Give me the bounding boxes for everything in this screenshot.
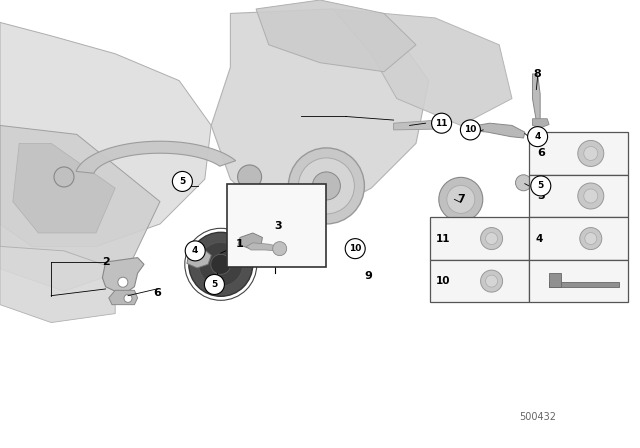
Text: 4: 4 — [534, 132, 541, 141]
Circle shape — [124, 294, 132, 302]
Circle shape — [312, 172, 340, 200]
Text: 10: 10 — [464, 125, 477, 134]
Circle shape — [298, 158, 355, 214]
Circle shape — [289, 229, 310, 249]
Polygon shape — [238, 233, 262, 249]
Text: 11: 11 — [436, 233, 451, 244]
Text: 5: 5 — [179, 177, 186, 186]
Circle shape — [345, 239, 365, 258]
Circle shape — [531, 176, 551, 196]
Text: 5: 5 — [538, 181, 544, 190]
Polygon shape — [187, 250, 211, 268]
Circle shape — [585, 233, 596, 245]
Circle shape — [527, 127, 548, 146]
Circle shape — [578, 140, 604, 167]
Circle shape — [241, 247, 256, 263]
Circle shape — [486, 275, 497, 287]
Polygon shape — [0, 22, 211, 246]
Circle shape — [584, 189, 598, 203]
Text: 5: 5 — [211, 280, 218, 289]
Circle shape — [199, 242, 243, 286]
Polygon shape — [0, 246, 115, 323]
Bar — [529, 260, 628, 302]
Polygon shape — [102, 258, 144, 291]
Text: 9: 9 — [364, 271, 372, 280]
Polygon shape — [13, 143, 115, 233]
Text: 4: 4 — [535, 233, 543, 244]
Text: 8: 8 — [534, 69, 541, 79]
Text: 500432: 500432 — [519, 412, 556, 422]
Polygon shape — [246, 243, 278, 251]
Circle shape — [439, 177, 483, 221]
Bar — [227, 184, 326, 267]
Circle shape — [516, 175, 531, 191]
Circle shape — [481, 270, 502, 292]
Bar — [529, 132, 628, 175]
Circle shape — [185, 241, 205, 261]
Circle shape — [54, 167, 74, 187]
Text: 7: 7 — [457, 194, 465, 204]
Text: 3: 3 — [275, 221, 282, 231]
Circle shape — [237, 165, 262, 189]
Polygon shape — [0, 125, 160, 291]
Text: 5: 5 — [538, 191, 545, 201]
Polygon shape — [211, 9, 429, 215]
Polygon shape — [333, 9, 512, 125]
Text: 6: 6 — [153, 289, 161, 298]
Text: 10: 10 — [349, 244, 362, 253]
Circle shape — [460, 120, 481, 140]
Text: 10: 10 — [436, 276, 451, 286]
Polygon shape — [475, 123, 525, 138]
Circle shape — [481, 228, 502, 250]
Polygon shape — [109, 290, 138, 305]
Polygon shape — [394, 120, 448, 130]
Text: 1: 1 — [236, 239, 244, 249]
Bar — [549, 281, 619, 287]
Circle shape — [289, 148, 364, 224]
Circle shape — [118, 277, 128, 287]
Polygon shape — [76, 141, 236, 173]
Circle shape — [578, 183, 604, 209]
Circle shape — [211, 254, 231, 274]
Text: 6: 6 — [538, 148, 545, 159]
Circle shape — [172, 172, 193, 191]
Text: 4: 4 — [192, 246, 198, 255]
Circle shape — [431, 113, 452, 133]
Text: 11: 11 — [435, 119, 448, 128]
Circle shape — [580, 228, 602, 250]
Circle shape — [189, 233, 253, 296]
Polygon shape — [246, 237, 300, 264]
Polygon shape — [532, 74, 540, 121]
Text: 2: 2 — [102, 257, 109, 267]
Polygon shape — [256, 0, 416, 72]
Bar — [529, 175, 628, 217]
Circle shape — [204, 275, 225, 294]
Circle shape — [273, 241, 287, 256]
Polygon shape — [532, 119, 549, 128]
Circle shape — [584, 146, 598, 160]
Circle shape — [486, 233, 497, 245]
Bar — [430, 217, 529, 260]
Circle shape — [447, 185, 475, 213]
Bar — [430, 260, 529, 302]
Bar — [549, 273, 561, 287]
Bar — [529, 217, 628, 260]
